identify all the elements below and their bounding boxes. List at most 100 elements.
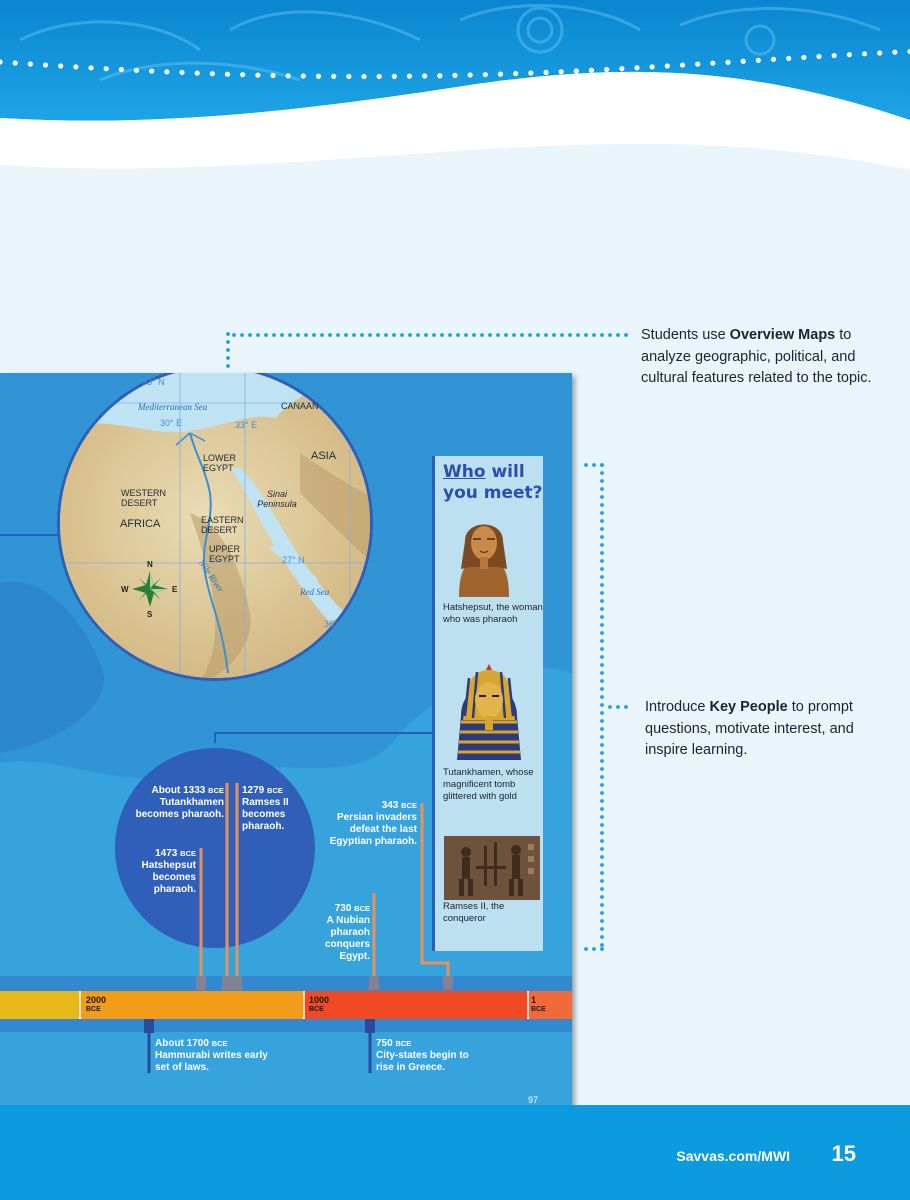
dot [600, 847, 604, 851]
map-label-lon36: 36° E [324, 619, 347, 629]
dot [846, 52, 852, 58]
dot [544, 333, 548, 337]
dot [592, 333, 596, 337]
dot [600, 511, 604, 515]
dot [0, 59, 3, 65]
footer-page-number: 15 [831, 1141, 856, 1166]
dot [801, 54, 807, 61]
meet-caption-hatshepsut: Hatshepsut, the woman who was pharaoh [443, 602, 543, 625]
dot [391, 73, 397, 79]
dot [42, 62, 49, 68]
dot [232, 333, 236, 337]
dot [616, 705, 620, 709]
dot [600, 519, 604, 523]
dot [416, 333, 420, 337]
dot [600, 647, 604, 651]
dot [624, 333, 628, 337]
dot [406, 73, 413, 79]
dot [600, 727, 604, 731]
dot [600, 679, 604, 683]
dot [270, 72, 276, 79]
dot [424, 333, 428, 337]
dot [695, 61, 701, 67]
dot [58, 63, 64, 69]
dot [320, 333, 324, 337]
event-greek-city-states: 750 BCE City-states begin to rise in Gre… [376, 1038, 469, 1073]
dot [600, 799, 604, 803]
dot [331, 73, 337, 79]
dot [740, 58, 746, 64]
event-nubian-pharaoh: 730 BCE A Nubian pharaoh conquers Egypt. [324, 903, 370, 962]
map-label-mediterranean: Mediterranean Sea [138, 402, 208, 412]
dot [422, 73, 428, 79]
compass-n: N [147, 560, 153, 569]
dot [408, 333, 412, 337]
key-people-annotation: Introduce Key People to prompt questions… [645, 699, 854, 758]
dot [573, 68, 579, 74]
event-tutankhamen: About 1333 BCE Tutankhamen becomes phara… [135, 785, 224, 820]
dot [608, 705, 612, 709]
dot [226, 364, 230, 368]
dot [600, 687, 604, 691]
tutankhamen-mask-icon [457, 664, 521, 760]
textbook-page-number: 97 [528, 1095, 539, 1105]
dot [600, 471, 604, 475]
dot [368, 333, 372, 337]
dot [604, 66, 610, 73]
footer-url-link[interactable]: Savvas.com/MWI [676, 1148, 790, 1164]
dot [600, 759, 604, 763]
dot [346, 73, 352, 80]
map-label-lower-egypt: LOWER EGYPT [203, 453, 237, 473]
dot [634, 65, 640, 71]
meet-caption-ramses: Ramses II, the conqueror [443, 901, 505, 924]
meet-panel-title: Who will you meet? [443, 462, 543, 503]
dot [576, 333, 580, 337]
dot [248, 333, 252, 337]
dot [328, 333, 332, 337]
dot [584, 947, 588, 951]
dot [592, 463, 596, 467]
dot [600, 767, 604, 771]
dot [600, 655, 604, 659]
dot [600, 463, 604, 467]
dot [103, 66, 109, 72]
dot [448, 333, 452, 337]
dot [600, 479, 604, 483]
dot [584, 463, 588, 467]
dot [496, 333, 500, 337]
dot [300, 73, 306, 79]
dot [480, 333, 484, 337]
map-label-canaan: CANAAN [281, 401, 319, 411]
dot [255, 72, 261, 78]
dot [285, 73, 291, 79]
dot [432, 333, 436, 337]
dot [600, 735, 604, 739]
dot [600, 831, 604, 835]
dot [770, 56, 777, 62]
dot [600, 815, 604, 819]
dot [600, 551, 604, 555]
dot [600, 807, 604, 811]
dot [482, 71, 488, 78]
dot [296, 333, 300, 337]
dot [649, 64, 655, 70]
dot [360, 333, 364, 337]
dot [600, 791, 604, 795]
dot [224, 71, 231, 77]
event-ramses: 1279 BCE Ramses II becomes pharaoh. [242, 785, 289, 832]
dot [816, 53, 822, 60]
dot [520, 333, 524, 337]
dot [600, 947, 604, 951]
compass-rose-icon [132, 571, 168, 607]
textbook-page: 33° N Mediterranean Sea CANAAN 30° E 33°… [0, 373, 572, 1128]
dot [226, 340, 230, 344]
dot [376, 73, 382, 80]
map-label-africa: AFRICA [120, 518, 161, 530]
ramses-relief-icon [444, 836, 540, 900]
dot [209, 71, 215, 77]
key-people-bracket-dots [584, 463, 628, 951]
event-hatshepsut: 1473 BCE Hatshepsut becomes pharaoh. [141, 848, 196, 895]
dot [528, 70, 534, 76]
event-persian-invaders: 343 BCE Persian invaders defeat the last… [329, 800, 417, 847]
dot [558, 69, 564, 75]
